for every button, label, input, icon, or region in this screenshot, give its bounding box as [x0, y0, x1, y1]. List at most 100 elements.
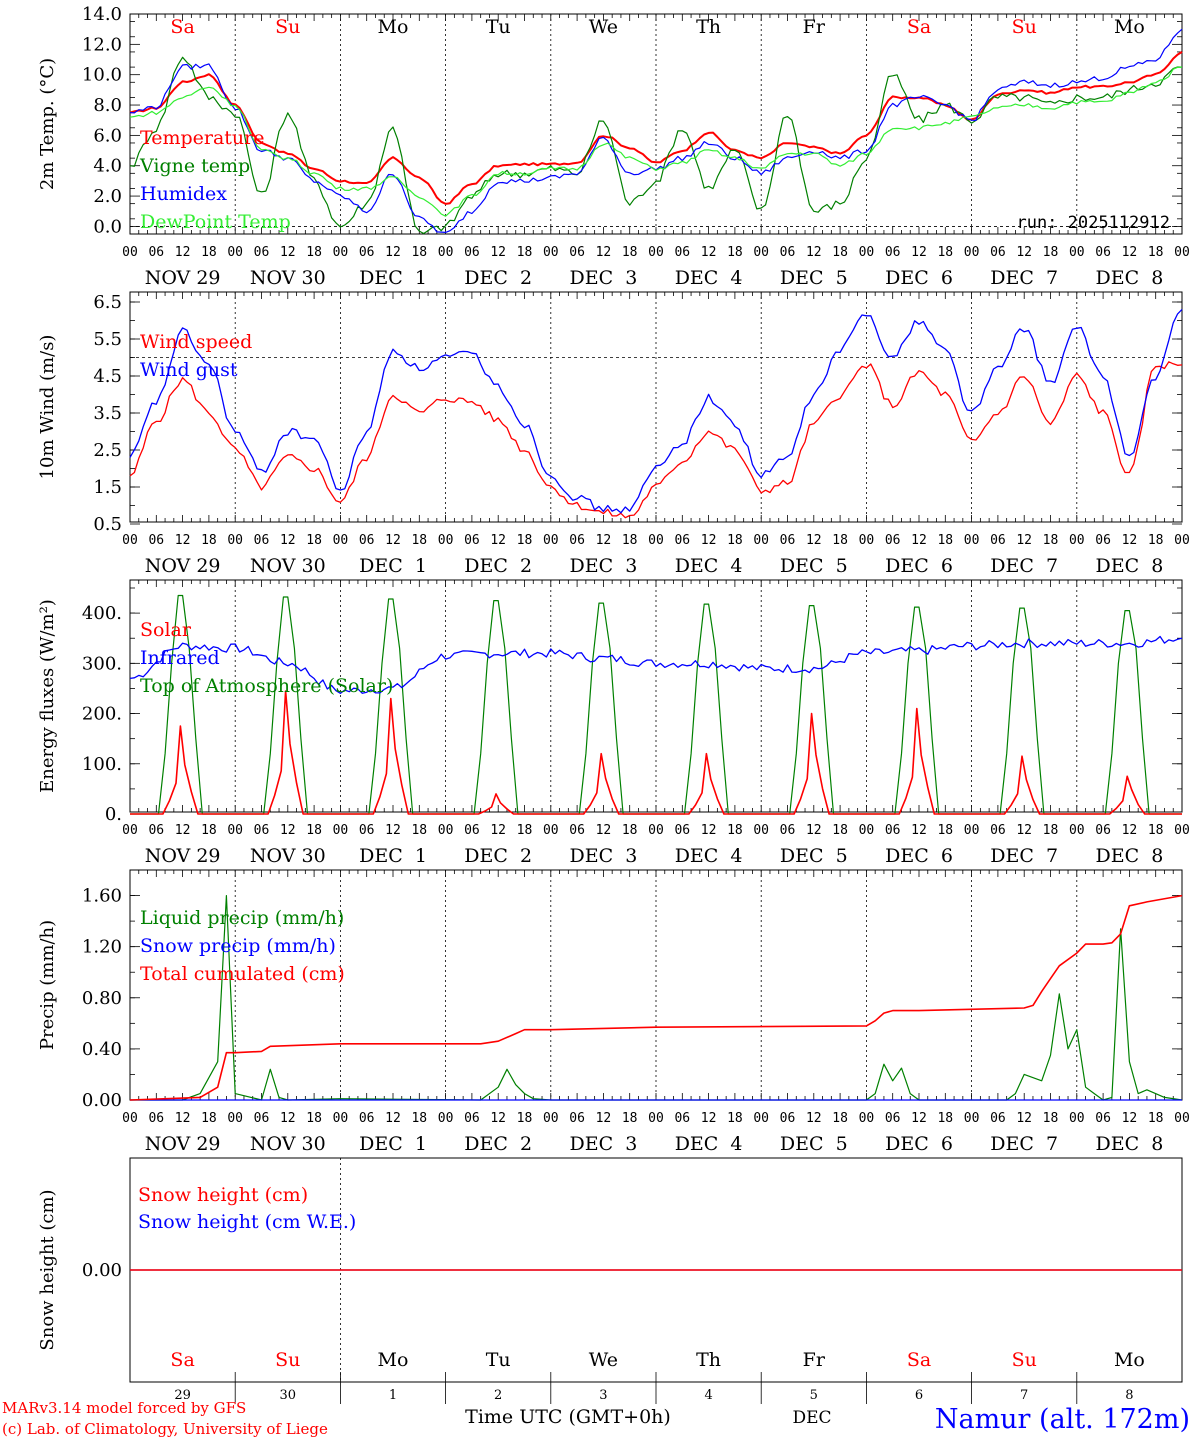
- day-number: 4: [704, 1388, 712, 1403]
- hour-tick-label: 18: [832, 1111, 848, 1126]
- hour-tick-label: 00: [648, 1111, 664, 1126]
- hour-tick-label: 00: [1174, 245, 1190, 260]
- hour-tick-label: 06: [254, 823, 270, 838]
- y-tick-label: 0.0: [93, 216, 122, 237]
- hour-tick-label: 12: [175, 1111, 191, 1126]
- day-label: Tu: [486, 16, 511, 38]
- day-number: 1: [389, 1388, 397, 1403]
- hour-tick-label: 12: [806, 823, 822, 838]
- series-line-infrared: [129, 635, 1183, 694]
- hour-tick-label: 06: [990, 1111, 1006, 1126]
- hour-tick-label: 18: [306, 533, 322, 548]
- hour-tick-label: 00: [1174, 533, 1190, 548]
- hour-tick-label: 12: [280, 245, 296, 260]
- hour-tick-label: 06: [569, 1111, 585, 1126]
- hour-tick-label: 18: [832, 823, 848, 838]
- hour-tick-label: 06: [990, 823, 1006, 838]
- hour-tick-label: 18: [411, 1111, 427, 1126]
- y-tick-label: 1.20: [82, 937, 122, 958]
- hour-tick-label: 18: [1148, 823, 1164, 838]
- hour-tick-label: 18: [306, 823, 322, 838]
- hour-tick-label: 00: [859, 533, 875, 548]
- hour-tick-label: 06: [885, 1111, 901, 1126]
- hour-tick-label: 18: [1043, 533, 1059, 548]
- hour-tick-label: 12: [1016, 823, 1032, 838]
- y-tick-label: 0.: [105, 804, 122, 825]
- day-number: 3: [599, 1388, 607, 1403]
- hour-tick-label: 12: [175, 533, 191, 548]
- date-label: DEC 2: [464, 845, 532, 867]
- hour-tick-label: 12: [911, 1111, 927, 1126]
- y-axis-label: 10m Wind (m/s): [37, 335, 58, 480]
- date-label: DEC 5: [780, 845, 848, 867]
- hour-tick-label: 18: [201, 245, 217, 260]
- hour-tick-label: 00: [122, 533, 138, 548]
- hour-tick-label: 12: [1122, 245, 1138, 260]
- hour-tick-label: 18: [411, 533, 427, 548]
- y-tick-label: 0.00: [82, 1090, 122, 1111]
- hour-tick-label: 12: [596, 533, 612, 548]
- series-line-vigne-temp: [129, 56, 1183, 235]
- hour-tick-label: 06: [254, 533, 270, 548]
- date-label: DEC 3: [569, 267, 637, 289]
- hour-tick-label: 06: [780, 823, 796, 838]
- hour-tick-label: 18: [937, 533, 953, 548]
- y-tick-label: 12.0: [82, 34, 122, 55]
- hour-tick-label: 00: [648, 245, 664, 260]
- date-label: NOV 29: [145, 1133, 221, 1155]
- hour-tick-label: 06: [990, 245, 1006, 260]
- hour-tick-label: 06: [674, 1111, 690, 1126]
- day-label-bottom: We: [589, 1349, 618, 1371]
- hour-tick-label: 06: [464, 1111, 480, 1126]
- hour-tick-label: 18: [727, 823, 743, 838]
- day-label-bottom: Sa: [907, 1349, 931, 1371]
- legend-wind-speed: Wind speed: [140, 331, 252, 353]
- hour-tick-label: 00: [333, 245, 349, 260]
- day-number: 30: [280, 1388, 297, 1403]
- hour-tick-label: 06: [464, 823, 480, 838]
- day-label-bottom: Sa: [170, 1349, 194, 1371]
- y-tick-label: 1.5: [93, 477, 122, 498]
- hour-tick-label: 00: [227, 533, 243, 548]
- hour-tick-label: 12: [385, 533, 401, 548]
- hour-tick-label: 00: [1069, 1111, 1085, 1126]
- hour-tick-label: 18: [622, 823, 638, 838]
- hour-tick-label: 18: [201, 533, 217, 548]
- hour-tick-label: 00: [1174, 823, 1190, 838]
- hour-tick-label: 00: [964, 245, 980, 260]
- hour-tick-label: 18: [832, 245, 848, 260]
- hour-tick-label: 06: [885, 533, 901, 548]
- date-label: NOV 30: [250, 267, 326, 289]
- hour-tick-label: 00: [1069, 533, 1085, 548]
- hour-tick-label: 18: [201, 1111, 217, 1126]
- hour-tick-label: 18: [937, 245, 953, 260]
- hour-tick-label: 12: [1122, 823, 1138, 838]
- hour-tick-label: 06: [885, 245, 901, 260]
- hour-tick-label: 12: [385, 823, 401, 838]
- hour-tick-label: 18: [517, 1111, 533, 1126]
- hour-tick-label: 00: [227, 245, 243, 260]
- hour-tick-label: 12: [1122, 1111, 1138, 1126]
- y-tick-label: 6.0: [93, 125, 122, 146]
- date-label: DEC 7: [990, 1133, 1058, 1155]
- y-tick-label: 6.5: [93, 292, 122, 313]
- hour-tick-label: 12: [596, 1111, 612, 1126]
- hour-tick-label: 18: [622, 533, 638, 548]
- day-number: 7: [1020, 1388, 1028, 1403]
- y-tick-label: 0.5: [93, 514, 122, 535]
- date-label: DEC 6: [885, 267, 953, 289]
- y-tick-label: 2.0: [93, 186, 122, 207]
- hour-tick-label: 06: [464, 245, 480, 260]
- date-label: DEC 7: [990, 555, 1058, 577]
- hour-tick-label: 12: [280, 1111, 296, 1126]
- hour-tick-label: 06: [148, 1111, 164, 1126]
- hour-tick-label: 00: [438, 533, 454, 548]
- hour-tick-label: 00: [543, 245, 559, 260]
- y-tick-label: 10.0: [82, 65, 122, 86]
- hour-tick-label: 00: [648, 823, 664, 838]
- hour-tick-label: 12: [701, 1111, 717, 1126]
- y-axis-label: Precip (mm/h): [37, 920, 58, 1050]
- day-label: Mo: [1114, 16, 1145, 38]
- hour-tick-label: 00: [1069, 823, 1085, 838]
- date-label: DEC 1: [359, 267, 427, 289]
